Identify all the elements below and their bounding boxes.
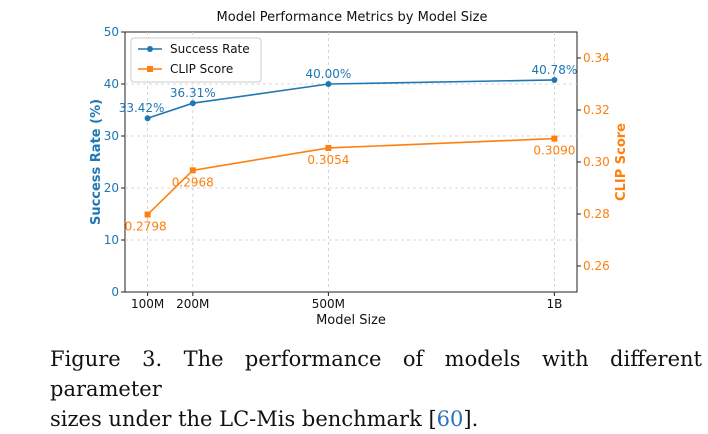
data-label: 0.2798: [125, 220, 167, 234]
right-y-axis: 0.26 0.28 0.30 0.32 0.34: [577, 51, 610, 273]
right-y-tick-label: 0.30: [583, 155, 610, 169]
chart-title: Model Performance Metrics by Model Size: [217, 10, 488, 25]
data-label: 33.42%: [119, 101, 165, 115]
legend-label-1: CLIP Score: [170, 62, 233, 76]
figure-caption: Figure 3. The performance of models with…: [50, 344, 702, 434]
data-label: 0.3090: [533, 144, 575, 158]
data-label: 40.78%: [532, 63, 578, 77]
caption-line-2: sizes under the LC-Mis benchmark [60].: [50, 404, 702, 434]
left-y-axis-label: Success Rate (%): [89, 99, 104, 225]
legend: Success Rate CLIP Score: [130, 37, 262, 83]
success-rate-point: [144, 115, 151, 122]
right-y-tick-label: 0.28: [583, 207, 610, 221]
left-y-tick-label: 0: [111, 285, 119, 299]
left-y-axis: 0 10 20 30 40 50: [104, 25, 125, 299]
success-rate-point: [325, 81, 332, 87]
x-axis-label: Model Size: [316, 313, 386, 328]
clip-score-point: [551, 135, 558, 142]
clip-score-point: [325, 144, 332, 151]
left-y-tick-label: 40: [104, 77, 119, 91]
right-y-tick-label: 0.32: [583, 103, 610, 117]
legend-marker-square: [147, 66, 153, 72]
caption-line-1: Figure 3. The performance of models with…: [50, 347, 702, 401]
left-y-tick-label: 30: [104, 129, 119, 143]
x-tick-label: 500M: [312, 297, 345, 311]
x-tick-label: 1B: [546, 297, 562, 311]
right-y-tick-label: 0.26: [583, 259, 610, 273]
x-tick-label: 100M: [131, 297, 164, 311]
legend-box: [130, 37, 262, 83]
success-rate-point: [551, 76, 558, 83]
left-y-tick-label: 10: [104, 233, 119, 247]
series-group: 33.42% 36.31% 40.00% 40.78% 0.2798 0.2968 0.30…: [119, 63, 578, 234]
left-y-tick-label: 20: [104, 181, 119, 195]
x-tick-label: 200M: [176, 297, 209, 311]
data-label: 0.2968: [172, 175, 214, 189]
caption-line-2-suffix: ].: [463, 407, 479, 431]
series-line-1: [147, 137, 555, 216]
citation-link[interactable]: 60: [436, 407, 464, 431]
left-y-tick-label: 50: [104, 25, 119, 39]
x-axis: 100M 200M 500M 1B: [131, 292, 562, 311]
series-line-0: [147, 79, 555, 119]
caption-line-2-prefix: sizes under the LC-Mis benchmark [: [50, 407, 437, 431]
data-label: 0.3054: [307, 153, 349, 167]
right-y-tick-label: 0.34: [583, 51, 610, 65]
data-label: 36.31%: [170, 86, 216, 100]
data-label: 40.00%: [306, 67, 352, 81]
chart-figure: Model Performance Metrics by Model Size …: [89, 10, 629, 328]
legend-label-0: Success Rate: [170, 42, 250, 56]
clip-score-point: [144, 211, 151, 218]
legend-marker-circle: [147, 46, 153, 52]
clip-score-point: [189, 167, 196, 174]
right-y-axis-label: CLIP Score: [614, 123, 629, 201]
success-rate-point: [189, 100, 196, 107]
